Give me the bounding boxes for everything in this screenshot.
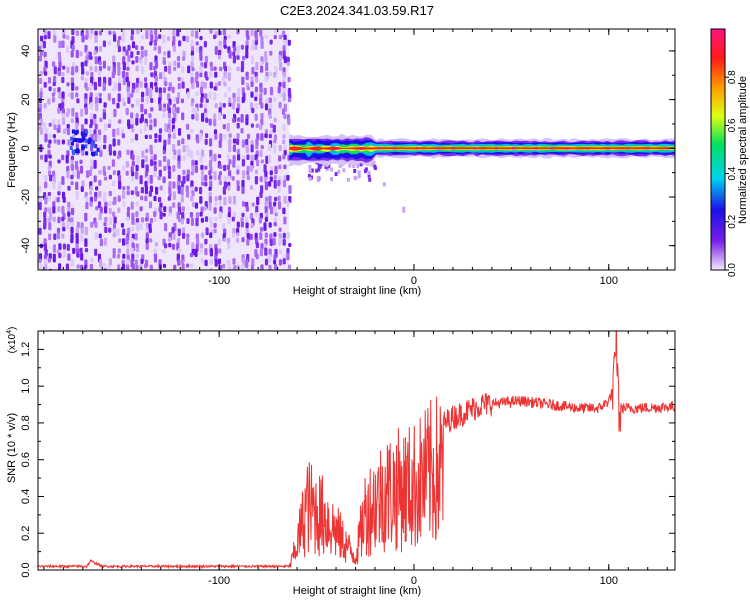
snr-xlabel: Height of straight line (km) bbox=[293, 585, 421, 597]
snr-series-line bbox=[38, 331, 675, 570]
colorbar-tick-label: 0.8 bbox=[727, 70, 738, 84]
low-height-blob bbox=[69, 129, 100, 157]
snr-scale-label: (x104) bbox=[6, 327, 18, 354]
snr-scale-suffix: ) bbox=[7, 327, 18, 330]
snr-panel bbox=[38, 331, 675, 570]
colorbar-tick-label: 0.4 bbox=[727, 166, 738, 180]
snr-ytick-label: 0.8 bbox=[20, 415, 32, 430]
colorbar-ticks: 0.0 0.2 0.4 0.6 0.8 bbox=[725, 70, 738, 277]
colorbar-label: Normalized spectral amplitude bbox=[737, 76, 749, 224]
spectrogram-xtick-label: 100 bbox=[600, 275, 618, 287]
colorbar bbox=[710, 28, 726, 271]
snr-axes: -100 0 100 0.0 0.2 0.4 0.6 0.8 1.0 1.2 bbox=[20, 330, 675, 587]
spectrogram-xtick-label: -100 bbox=[208, 275, 230, 287]
spectrogram-ytick-label: -20 bbox=[20, 189, 32, 205]
snr-ytick-label: 0.0 bbox=[20, 562, 32, 577]
snr-xtick-label: -100 bbox=[208, 575, 230, 587]
snr-scale-exp: 4 bbox=[6, 330, 13, 334]
colorbar-tick-label: 0.6 bbox=[727, 118, 738, 132]
spectrogram-frame bbox=[37, 28, 676, 271]
snr-xtick-label: 100 bbox=[600, 575, 618, 587]
spectrogram-ytick-label: 0 bbox=[20, 145, 32, 151]
spectrogram-xlabel: Height of straight line (km) bbox=[293, 285, 421, 297]
spectrogram-ylabel: Frequency (Hz) bbox=[6, 112, 18, 188]
signal-band bbox=[289, 133, 675, 213]
figure-title: C2E3.2024.341.03.59.R17 bbox=[280, 3, 434, 18]
snr-frame bbox=[37, 330, 676, 571]
spectrogram-axes: -100 0 100 -40 -20 0 20 40 bbox=[20, 29, 675, 287]
snr-ytick-label: 0.4 bbox=[20, 489, 32, 504]
snr-ytick-label: 1.0 bbox=[20, 379, 32, 394]
spectrogram-ytick-label: -40 bbox=[20, 238, 32, 254]
svg-text:(x104): (x104) bbox=[6, 327, 18, 354]
snr-xtick-label: 0 bbox=[411, 575, 417, 587]
spectrogram-xtick-label: 0 bbox=[411, 275, 417, 287]
snr-ytick-label: 0.6 bbox=[20, 452, 32, 467]
snr-ylabel: SNR (10 * v/v) bbox=[6, 413, 18, 483]
spectrogram-ytick-label: 20 bbox=[20, 93, 32, 105]
colorbar-tick-label: 0.0 bbox=[727, 263, 738, 277]
spectrogram-panel bbox=[38, 29, 675, 270]
spectrogram-ytick-label: 40 bbox=[20, 45, 32, 57]
snr-ytick-label: 0.2 bbox=[20, 526, 32, 541]
snr-ytick-label: 1.2 bbox=[20, 342, 32, 357]
colorbar-tick-label: 0.2 bbox=[727, 214, 738, 228]
snr-scale-prefix: (x10 bbox=[7, 333, 18, 353]
